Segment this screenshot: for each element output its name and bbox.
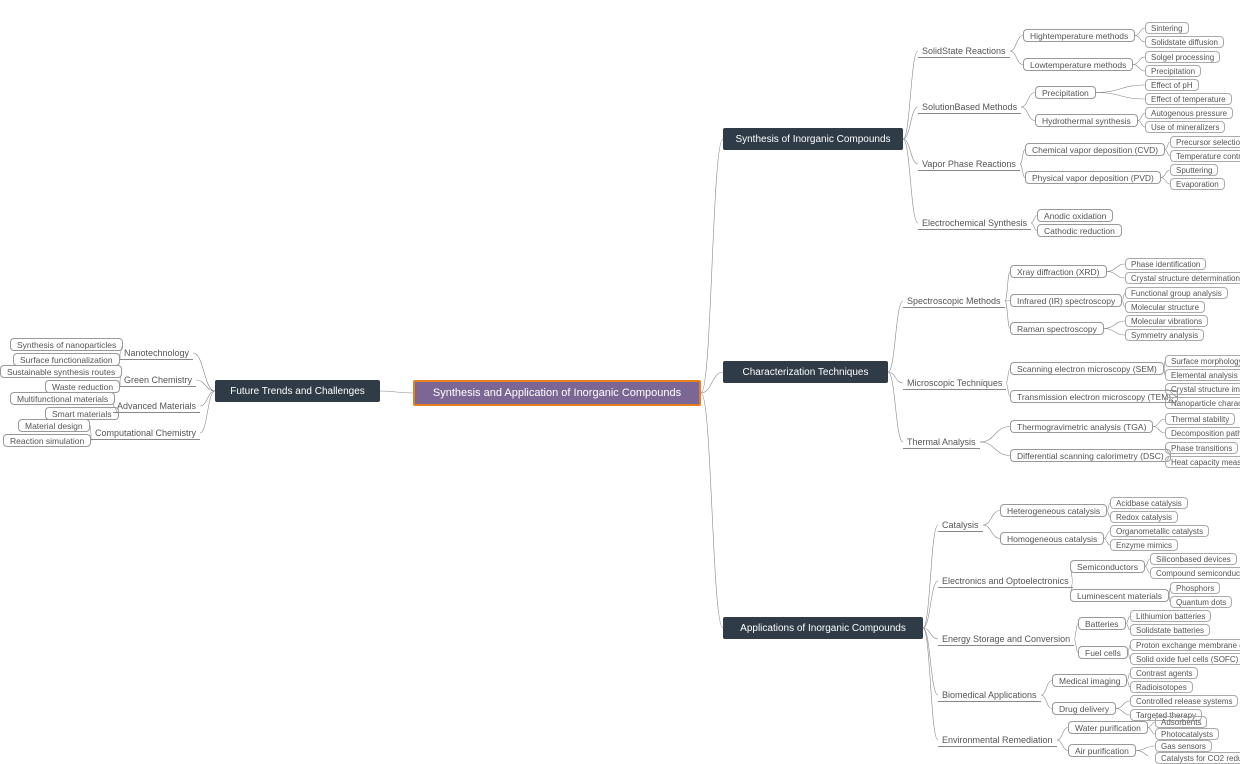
l4-5: Effect of temperature: [1145, 93, 1232, 105]
l4-35: Solidstate batteries: [1130, 624, 1210, 636]
l3-homcat: Homogeneous catalysis: [1000, 532, 1104, 545]
l3-tga: Thermogravimetric analysis (TGA): [1010, 420, 1153, 433]
l4-36: Proton exchange membrane (PEM): [1130, 639, 1240, 651]
l3-water: Water purification: [1068, 721, 1148, 734]
l4-33: Quantum dots: [1170, 596, 1232, 608]
l2-energy: Energy Storage and Conversion: [938, 632, 1074, 646]
l4-8: Precursor selection: [1170, 136, 1240, 148]
l4-23: Decomposition pathways: [1165, 427, 1240, 439]
l4-45: Catalysts for CO2 reduction: [1155, 752, 1240, 764]
l3-sem: Scanning electron microscopy (SEM): [1010, 362, 1164, 375]
l4-10: Sputtering: [1170, 164, 1218, 176]
l3-semi: Semiconductors: [1070, 560, 1145, 573]
root-node: Synthesis and Application of Inorganic C…: [413, 380, 701, 406]
l4-19: Elemental analysis: [1165, 369, 1240, 381]
l4-44: Gas sensors: [1155, 740, 1212, 752]
l4-2: Solgel processing: [1145, 51, 1220, 63]
l2-ssr: SolidState Reactions: [918, 44, 1010, 58]
l4-27: Redox catalysis: [1110, 511, 1178, 523]
l2-elec: Electronics and Optoelectronics: [938, 574, 1073, 588]
l4-26: Acidbase catalysis: [1110, 497, 1188, 509]
l3-multi: Multifunctional materials: [10, 392, 115, 405]
l3-ir: Infrared (IR) spectroscopy: [1010, 294, 1122, 307]
l4-17: Symmetry analysis: [1125, 329, 1204, 341]
l4-34: Lithiumion batteries: [1130, 610, 1211, 622]
l4-1: Solidstate diffusion: [1145, 36, 1224, 48]
l1-char: Characterization Techniques: [723, 361, 888, 383]
l1-future: Future Trends and Challenges: [215, 380, 380, 402]
l4-16: Molecular vibrations: [1125, 315, 1208, 327]
l3-cvd: Chemical vapor deposition (CVD): [1025, 143, 1165, 156]
l4-31: Compound semiconductors: [1150, 567, 1240, 579]
l4-37: Solid oxide fuel cells (SOFC): [1130, 653, 1240, 665]
l4-32: Phosphors: [1170, 582, 1220, 594]
l4-21: Nanoparticle characterization: [1165, 397, 1240, 409]
l3-drug: Drug delivery: [1052, 702, 1116, 715]
l2-adv: Advanced Materials: [113, 399, 200, 413]
l4-20: Crystal structure imaging: [1165, 383, 1240, 395]
l3-prec: Precipitation: [1035, 86, 1096, 99]
l4-22: Thermal stability: [1165, 413, 1235, 425]
l3-medim: Medical imaging: [1052, 674, 1127, 687]
l3-xrd: Xray diffraction (XRD): [1010, 265, 1107, 278]
l2-micro: Microscopic Techniques: [903, 376, 1006, 390]
l2-cat: Catalysis: [938, 518, 983, 532]
l2-nano: Nanotechnology: [120, 346, 193, 360]
l1-synth: Synthesis of Inorganic Compounds: [723, 128, 903, 150]
l4-18: Surface morphology: [1165, 355, 1240, 367]
l4-15: Molecular structure: [1125, 301, 1205, 313]
l3-anod: Anodic oxidation: [1037, 209, 1113, 222]
l4-12: Phase identification: [1125, 258, 1206, 270]
l4-43: Photocatalysts: [1155, 728, 1219, 740]
l3-air: Air purification: [1068, 744, 1136, 757]
l4-13: Crystal structure determination: [1125, 272, 1240, 284]
l2-vpr: Vapor Phase Reactions: [918, 157, 1020, 171]
l3-tem: Transmission electron microscopy (TEM): [1010, 390, 1178, 403]
l2-biomed: Biomedical Applications: [938, 688, 1041, 702]
l2-ecs: Electrochemical Synthesis: [918, 216, 1031, 230]
l2-sbm: SolutionBased Methods: [918, 100, 1021, 114]
l4-39: Radioisotopes: [1130, 681, 1193, 693]
l2-spec: Spectroscopic Methods: [903, 294, 1005, 308]
l3-htm: Hightemperature methods: [1023, 29, 1135, 42]
l4-28: Organometallic catalysts: [1110, 525, 1209, 537]
l3-batt: Batteries: [1078, 617, 1126, 630]
l3-matdes: Material design: [18, 419, 90, 432]
l3-ltm: Lowtemperature methods: [1023, 58, 1133, 71]
l4-0: Sintering: [1145, 22, 1189, 34]
l4-7: Use of mineralizers: [1145, 121, 1225, 133]
l2-green: Green Chemistry: [120, 373, 196, 387]
l3-dsc: Differential scanning calorimetry (DSC): [1010, 449, 1171, 462]
l3-lumi: Luminescent materials: [1070, 589, 1169, 602]
l3-hetcat: Heterogeneous catalysis: [1000, 504, 1107, 517]
l3-pvd: Physical vapor deposition (PVD): [1025, 171, 1161, 184]
l4-42: Adsorbents: [1155, 716, 1207, 728]
l4-29: Enzyme mimics: [1110, 539, 1178, 551]
l4-9: Temperature control: [1170, 150, 1240, 162]
l2-env: Environmental Remediation: [938, 733, 1057, 747]
l3-fuel: Fuel cells: [1078, 646, 1128, 659]
l1-app: Applications of Inorganic Compounds: [723, 617, 923, 639]
l2-comp: Computational Chemistry: [91, 426, 200, 440]
l3-cath: Cathodic reduction: [1037, 224, 1122, 237]
l4-24: Phase transitions: [1165, 442, 1238, 454]
l4-6: Autogenous pressure: [1145, 107, 1233, 119]
l4-30: Siliconbased devices: [1150, 553, 1237, 565]
l3-raman: Raman spectroscopy: [1010, 322, 1104, 335]
l4-4: Effect of pH: [1145, 79, 1199, 91]
l3-reactsim: Reaction simulation: [3, 434, 91, 447]
l4-11: Evaporation: [1170, 178, 1225, 190]
l4-3: Precipitation: [1145, 65, 1201, 77]
l4-25: Heat capacity measurements: [1165, 456, 1240, 468]
l2-therm: Thermal Analysis: [903, 435, 980, 449]
l4-14: Functional group analysis: [1125, 287, 1228, 299]
l4-38: Contrast agents: [1130, 667, 1198, 679]
l3-hydro: Hydrothermal synthesis: [1035, 114, 1138, 127]
l3-sust: Sustainable synthesis routes: [0, 365, 122, 378]
l4-40: Controlled release systems: [1130, 695, 1238, 707]
l3-synnp: Synthesis of nanoparticles: [10, 338, 123, 351]
